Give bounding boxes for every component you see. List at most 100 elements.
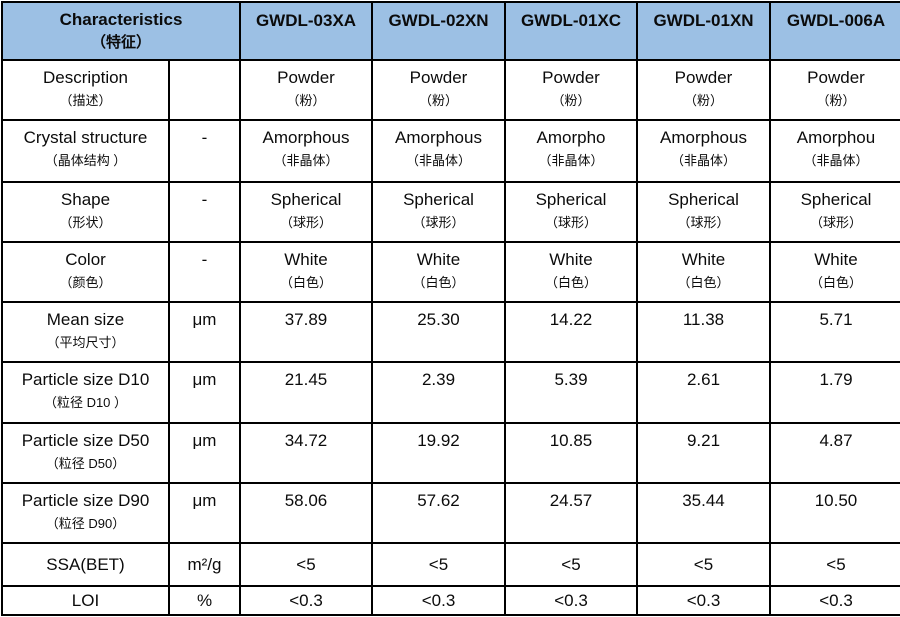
- column-header-gwdl-01xn: GWDL-01XN: [636, 1, 771, 61]
- value-text: 10.85: [549, 430, 593, 450]
- value-text: 5.71: [819, 310, 853, 330]
- value-text: 2.61: [686, 370, 721, 390]
- value-text: Powder: [674, 68, 733, 87]
- value-cell: <0.3: [504, 584, 638, 617]
- value-cell: 37.89: [239, 301, 373, 364]
- value-subtext: （非晶体）: [538, 153, 604, 169]
- row-label-text: Shape: [60, 190, 111, 210]
- value-text: 25.30: [417, 310, 460, 330]
- row-label-subtext: （描述）: [59, 93, 112, 108]
- row-label-cell: Particle size D90 （粒径 D90）: [1, 481, 170, 544]
- value-text: Amorphou: [796, 128, 876, 148]
- value-cell: Amorphous （非晶体）: [636, 119, 771, 184]
- row-label-text: Particle size D90: [21, 490, 150, 510]
- value-text: <0.3: [819, 590, 853, 610]
- value-subtext: （非晶体）: [273, 153, 339, 169]
- value-text: <0.3: [421, 590, 456, 610]
- value-text: 2.39: [421, 370, 456, 390]
- value-subtext: （球形）: [809, 215, 862, 231]
- value-subtext: （白色）: [677, 275, 730, 291]
- value-subtext: （粉）: [816, 93, 856, 108]
- value-subtext: （球形）: [412, 215, 465, 231]
- value-cell: White （白色）: [371, 241, 506, 304]
- value-subtext: （非晶体）: [670, 153, 736, 169]
- value-text: White: [681, 250, 726, 270]
- row-label-subtext: （晶体结构 ）: [44, 153, 127, 169]
- value-text: 9.21: [686, 430, 721, 450]
- row-particle-size-d50: Particle size D50 （粒径 D50） μm 34.72 19.9…: [1, 421, 900, 484]
- characteristics-header-subtext: （特征）: [90, 34, 151, 51]
- unit-cell: μm: [168, 301, 241, 364]
- value-cell: <0.3: [636, 584, 771, 617]
- value-cell: <5: [239, 541, 373, 587]
- row-label-text: Crystal structure: [23, 128, 148, 148]
- row-label-cell: Mean size （平均尺寸）: [1, 301, 170, 364]
- value-text: Spherical: [800, 190, 872, 210]
- row-label-text: Description: [42, 68, 129, 87]
- row-label-cell: SSA(BET): [1, 541, 170, 587]
- column-header-gwdl-02xn: GWDL-02XN: [371, 1, 506, 61]
- value-cell: <0.3: [371, 584, 506, 617]
- value-cell: Amorphou （非晶体）: [769, 119, 900, 184]
- value-cell: Powder （粉）: [769, 58, 900, 122]
- value-cell: Powder （粉）: [504, 58, 638, 122]
- unit-cell: [168, 58, 241, 122]
- value-text: 4.87: [819, 430, 853, 450]
- value-text: 19.92: [417, 430, 460, 450]
- value-subtext: （粉）: [683, 93, 723, 108]
- value-text: Spherical: [535, 190, 607, 210]
- value-text: 35.44: [682, 490, 725, 510]
- value-cell: Spherical （球形）: [371, 181, 506, 244]
- value-text: Spherical: [668, 190, 739, 210]
- row-shape: Shape （形状） - Spherical （球形） Spherical （球…: [1, 181, 900, 244]
- value-text: 5.39: [554, 370, 588, 390]
- value-cell: <5: [769, 541, 900, 587]
- value-cell: 9.21: [636, 421, 771, 484]
- row-label-subtext: （粒径 D10 ）: [43, 395, 128, 411]
- value-cell: <5: [636, 541, 771, 587]
- value-cell: 2.39: [371, 361, 506, 424]
- value-text: <5: [693, 554, 714, 574]
- row-particle-size-d90: Particle size D90 （粒径 D90） μm 58.06 57.6…: [1, 481, 900, 544]
- value-cell: Amorpho （非晶体）: [504, 119, 638, 184]
- row-label-text: Color: [65, 250, 106, 270]
- unit-text: μm: [192, 370, 217, 390]
- value-cell: <5: [371, 541, 506, 587]
- row-label-cell: LOI: [1, 584, 170, 617]
- row-label-cell: Particle size D50 （粒径 D50）: [1, 421, 170, 484]
- value-cell: Powder （粉）: [371, 58, 506, 122]
- row-loi: LOI % <0.3 <0.3 <0.3 <0.3 <0.3: [1, 584, 900, 617]
- value-cell: 25.30: [371, 301, 506, 364]
- value-subtext: （粉）: [418, 93, 458, 108]
- value-cell: 58.06: [239, 481, 373, 544]
- value-cell: <5: [504, 541, 638, 587]
- value-subtext: （非晶体）: [803, 153, 869, 169]
- value-text: 57.62: [417, 490, 460, 510]
- characteristics-header-text: Characteristics: [59, 10, 183, 29]
- value-text: 14.22: [549, 310, 593, 330]
- row-label-cell: Shape （形状）: [1, 181, 170, 244]
- value-text: <5: [561, 554, 581, 574]
- characteristics-header: Characteristics （特征）: [1, 1, 241, 61]
- value-cell: Powder （粉）: [239, 58, 373, 122]
- unit-cell: m²/g: [168, 541, 241, 587]
- row-ssa-bet: SSA(BET) m²/g <5 <5 <5 <5 <5: [1, 541, 900, 587]
- value-cell: White （白色）: [769, 241, 900, 304]
- value-subtext: （白色）: [544, 275, 597, 291]
- value-text: Spherical: [403, 190, 474, 210]
- value-text: White: [549, 250, 593, 270]
- row-label-cell: Description （描述）: [1, 58, 170, 122]
- row-particle-size-d10: Particle size D10 （粒径 D10 ） μm 21.45 2.3…: [1, 361, 900, 424]
- row-label-text: Particle size D50: [21, 430, 150, 450]
- value-subtext: （粉）: [286, 93, 326, 108]
- value-subtext: （球形）: [677, 215, 730, 231]
- value-text: White: [814, 250, 858, 270]
- value-cell: 10.50: [769, 481, 900, 544]
- value-cell: <0.3: [239, 584, 373, 617]
- value-subtext: （球形）: [544, 215, 597, 231]
- row-label-subtext: （形状）: [59, 215, 112, 231]
- value-text: 34.72: [284, 430, 328, 450]
- value-cell: 5.71: [769, 301, 900, 364]
- value-subtext: （白色）: [412, 275, 465, 291]
- value-cell: 21.45: [239, 361, 373, 424]
